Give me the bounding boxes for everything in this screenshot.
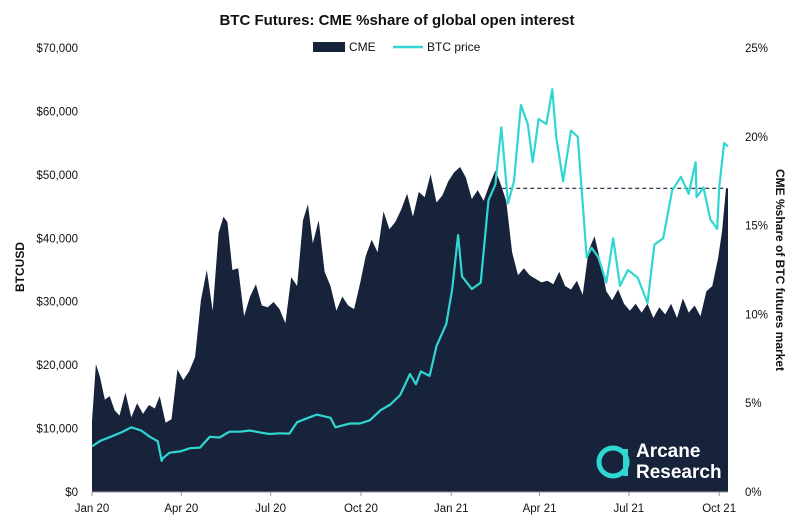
y-axis-right: 0% 5% 10% 15% 20% 25% [745, 43, 768, 499]
legend-label-cme: CME [349, 40, 376, 54]
x-axis: Jan 20 Apr 20 Jul 20 Oct 20 Jan 21 Apr 21 Jul … [75, 492, 736, 515]
logo-mark-bar [623, 449, 628, 476]
logo-text-line2: Research [636, 462, 722, 483]
y-right-tick-label: 10% [745, 309, 768, 321]
y-right-tick-label: 25% [745, 43, 768, 55]
y-left-tick-label: $40,000 [36, 233, 78, 245]
x-tick-label: Jan 21 [434, 503, 469, 515]
y-left-tick-label: $30,000 [36, 297, 78, 309]
chart-title: BTC Futures: CME %share of global open i… [219, 12, 574, 29]
y-left-tick-label: $0 [65, 487, 78, 499]
logo-text-line1: Arcane [636, 441, 700, 462]
y-axis-left: $0 $10,000 $20,000 $30,000 $40,000 $50,000 $60… [36, 43, 78, 499]
arcane-research-logo: Arcane Research [596, 441, 722, 483]
y-left-tick-label: $60,000 [36, 106, 78, 118]
legend-swatch-cme [313, 42, 345, 52]
y-axis-right-title: CME %share of BTC futures market [773, 169, 787, 371]
y-axis-left-title: BTCUSD [13, 242, 27, 292]
y-right-tick-label: 20% [745, 132, 768, 144]
x-tick-label: Apr 21 [523, 503, 557, 515]
x-tick-label: Apr 20 [164, 503, 198, 515]
y-left-tick-label: $50,000 [36, 170, 78, 182]
x-tick-label: Jan 20 [75, 503, 110, 515]
legend: CME BTC price [313, 40, 481, 54]
y-left-tick-label: $20,000 [36, 360, 78, 372]
plot-area [91, 88, 729, 493]
y-right-tick-label: 5% [745, 398, 762, 410]
y-left-tick-label: $70,000 [36, 43, 78, 55]
y-right-tick-label: 0% [745, 487, 762, 499]
btc-price-line [91, 88, 729, 462]
cme-area [92, 167, 728, 492]
y-right-tick-label: 15% [745, 221, 768, 233]
x-tick-label: Jul 20 [255, 503, 286, 515]
x-tick-label: Oct 21 [702, 503, 736, 515]
x-tick-label: Jul 21 [614, 503, 645, 515]
y-left-tick-label: $10,000 [36, 424, 78, 436]
legend-label-btc: BTC price [427, 40, 481, 54]
x-tick-label: Oct 20 [344, 503, 378, 515]
